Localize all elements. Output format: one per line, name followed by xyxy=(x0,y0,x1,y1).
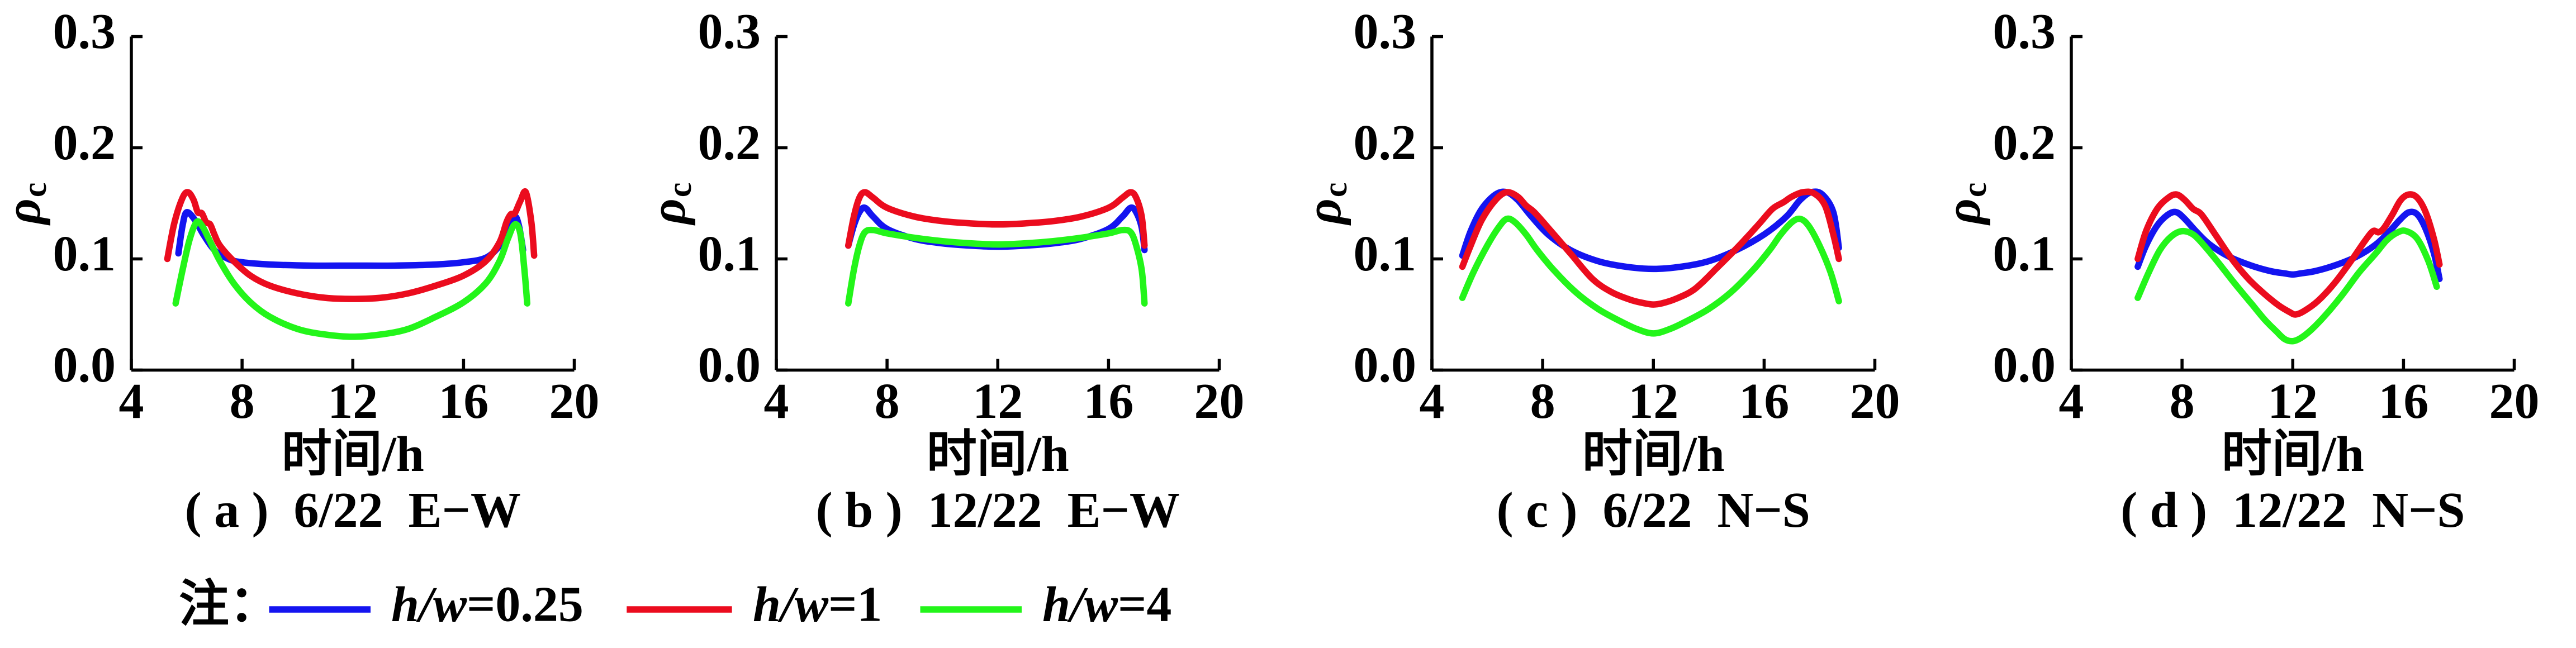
svg-text:0.0: 0.0 xyxy=(698,337,761,393)
svg-text:时间/h: 时间/h xyxy=(1582,427,1725,482)
svg-text:h/w=0.25: h/w=0.25 xyxy=(391,577,583,632)
svg-text:20: 20 xyxy=(1194,374,1245,429)
svg-text:16: 16 xyxy=(438,374,488,429)
svg-text:20: 20 xyxy=(549,374,600,429)
svg-text:4: 4 xyxy=(764,374,789,429)
svg-text:20: 20 xyxy=(1850,374,1900,429)
svg-text:0.0: 0.0 xyxy=(53,337,116,393)
svg-text:0.2: 0.2 xyxy=(1354,115,1417,170)
svg-text:时间/h: 时间/h xyxy=(2222,427,2364,482)
svg-text:12: 12 xyxy=(2267,374,2318,429)
svg-text:0.1: 0.1 xyxy=(698,226,761,282)
svg-text:h/w=4: h/w=4 xyxy=(1042,577,1171,632)
svg-text:0.3: 0.3 xyxy=(1993,4,2056,59)
svg-text:0.2: 0.2 xyxy=(698,115,761,170)
svg-text:时间/h: 时间/h xyxy=(282,427,424,482)
svg-text:0.2: 0.2 xyxy=(53,115,116,170)
svg-text:0.0: 0.0 xyxy=(1354,337,1417,393)
svg-text:8: 8 xyxy=(875,374,900,429)
svg-text:12: 12 xyxy=(328,374,378,429)
svg-text:0.0: 0.0 xyxy=(1993,337,2056,393)
svg-text:12: 12 xyxy=(972,374,1023,429)
svg-text:12: 12 xyxy=(1628,374,1678,429)
svg-text:( a ) 6/22 E−W: ( a ) 6/22 E−W xyxy=(185,483,521,538)
svg-text:0.3: 0.3 xyxy=(53,4,116,59)
svg-text:0.3: 0.3 xyxy=(698,4,761,59)
svg-text:h/w=1: h/w=1 xyxy=(753,577,882,632)
svg-text:4: 4 xyxy=(2059,374,2084,429)
svg-text:4: 4 xyxy=(119,374,144,429)
svg-text:8: 8 xyxy=(230,374,255,429)
svg-text:4: 4 xyxy=(1420,374,1445,429)
svg-text:16: 16 xyxy=(1083,374,1133,429)
svg-text:0.1: 0.1 xyxy=(53,226,116,282)
svg-text:20: 20 xyxy=(2489,374,2540,429)
svg-text:( b ) 12/22 E−W: ( b ) 12/22 E−W xyxy=(816,483,1180,538)
svg-text:0.1: 0.1 xyxy=(1993,226,2056,282)
svg-text:16: 16 xyxy=(1739,374,1789,429)
svg-text:0.3: 0.3 xyxy=(1354,4,1417,59)
svg-text:( d ) 12/22 N−S: ( d ) 12/22 N−S xyxy=(2120,483,2465,538)
svg-text:0.1: 0.1 xyxy=(1354,226,1417,282)
svg-text:16: 16 xyxy=(2378,374,2428,429)
svg-text:0.2: 0.2 xyxy=(1993,115,2056,170)
svg-text:时间/h: 时间/h xyxy=(927,427,1069,482)
svg-text:注：: 注： xyxy=(179,577,279,632)
svg-text:8: 8 xyxy=(2170,374,2195,429)
svg-text:8: 8 xyxy=(1530,374,1555,429)
svg-text:( c ) 6/22 N−S: ( c ) 6/22 N−S xyxy=(1497,483,1810,538)
